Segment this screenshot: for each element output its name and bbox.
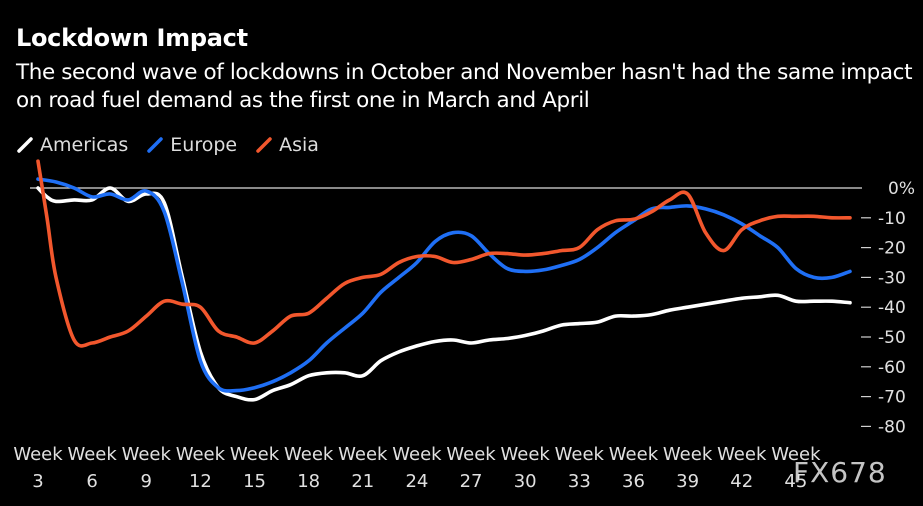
x-tick-label-week: Week (717, 444, 767, 465)
legend-item-americas: Americas (16, 134, 128, 156)
series-line-europe (36, 177, 852, 393)
x-tick-label-number: 45 (784, 471, 807, 492)
x-tick-label-week: Week (555, 444, 605, 465)
x-tick-label-number: 42 (730, 471, 753, 492)
x-tick-label-number: 9 (141, 471, 152, 492)
x-tick-label-number: 39 (676, 471, 699, 492)
chart-subtitle: The second wave of lockdowns in October … (16, 60, 913, 113)
x-tick-label-week: Week (230, 444, 280, 465)
legend-label-americas: Americas (40, 134, 129, 156)
legend: Americas Europe Asia (16, 134, 337, 156)
x-tick-label-number: 27 (460, 471, 483, 492)
x-tick-label-week: Week (67, 444, 117, 465)
y-tick-label: -50 (878, 328, 906, 348)
x-tick-label-week: Week (771, 444, 821, 465)
x-tick-label-week: Week (446, 444, 496, 465)
x-tick-label-number: 3 (32, 471, 43, 492)
y-tick-label: -30 (878, 268, 906, 288)
x-tick-label-number: 21 (351, 471, 374, 492)
y-tick-label: -20 (878, 239, 906, 259)
x-tick-label-week: Week (392, 444, 442, 465)
series-line-asia (36, 159, 852, 348)
x-tick-label-number: 6 (86, 471, 97, 492)
legend-label-europe: Europe (170, 134, 238, 156)
legend-label-asia: Asia (279, 134, 319, 156)
watermark: FX678 (793, 456, 887, 489)
x-tick-label-number: 33 (568, 471, 591, 492)
legend-item-europe: Europe (146, 134, 237, 156)
y-tick-label: -70 (878, 388, 906, 408)
x-tick-label-week: Week (122, 444, 172, 465)
x-tick-label-week: Week (609, 444, 659, 465)
y-tick-label: -60 (878, 358, 906, 378)
chart-title: Lockdown Impact (16, 24, 248, 52)
x-tick-label-number: 36 (622, 471, 645, 492)
x-tick-label-week: Week (338, 444, 388, 465)
y-tick-label: 0% (888, 179, 915, 199)
x-tick-label-week: Week (663, 444, 713, 465)
x-tick-label-number: 30 (514, 471, 537, 492)
y-tick-label: -40 (878, 298, 906, 318)
x-tick-label-number: 18 (297, 471, 320, 492)
x-tick-label-week: Week (501, 444, 551, 465)
x-tick-label-week: Week (284, 444, 334, 465)
legend-swatch-americas (17, 137, 33, 153)
legend-swatch-asia (256, 137, 272, 153)
x-tick-label-number: 15 (243, 471, 266, 492)
y-tick-label: -10 (878, 209, 906, 229)
legend-item-asia: Asia (255, 134, 319, 156)
x-tick-label-week: Week (13, 444, 63, 465)
y-tick-label: -80 (878, 417, 906, 437)
series-line-americas (36, 186, 852, 402)
legend-swatch-europe (147, 137, 164, 153)
x-tick-label-number: 12 (189, 471, 212, 492)
x-tick-label-number: 24 (405, 471, 428, 492)
x-tick-label-week: Week (176, 444, 226, 465)
